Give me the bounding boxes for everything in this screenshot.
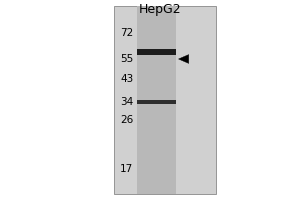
- Text: HepG2: HepG2: [139, 2, 182, 16]
- Text: 34: 34: [120, 97, 134, 107]
- Bar: [136, 49, 176, 55]
- Text: 55: 55: [120, 54, 134, 64]
- Bar: [136, 100, 176, 104]
- Bar: [136, 6, 176, 194]
- Polygon shape: [178, 55, 189, 63]
- Text: 43: 43: [120, 74, 134, 84]
- Text: 72: 72: [120, 28, 134, 38]
- Text: 17: 17: [120, 164, 134, 174]
- Bar: [114, 6, 216, 194]
- Text: 26: 26: [120, 115, 134, 125]
